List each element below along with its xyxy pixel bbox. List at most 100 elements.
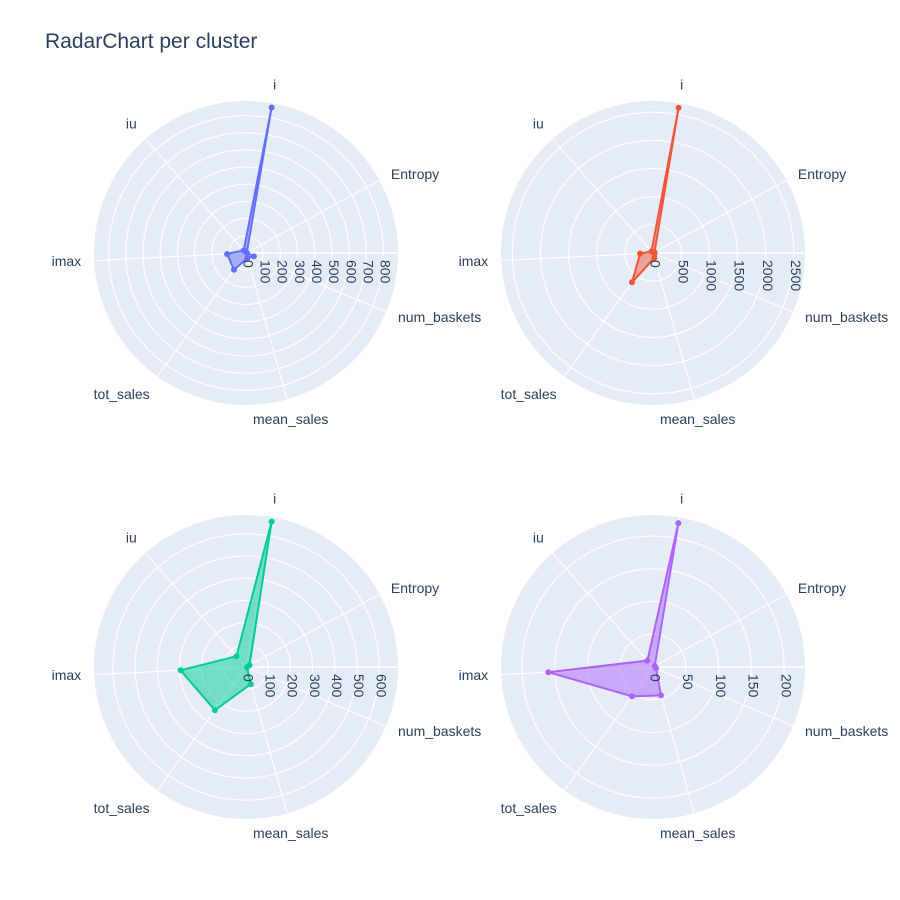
data-point[interactable] — [648, 248, 655, 255]
radar-chart-3: 0 100 200 300 400 500 600 i Entropy num_basketsme… — [52, 491, 482, 841]
data-point[interactable] — [628, 693, 635, 700]
category-label: imax — [459, 253, 489, 269]
category-label: imax — [459, 667, 489, 683]
angular-gridline — [245, 252, 288, 400]
angular-gridline — [501, 252, 654, 262]
category-label: imax — [52, 253, 82, 269]
radial-tick-label: 300 — [307, 674, 323, 698]
radial-tick-label: 2500 — [788, 260, 804, 291]
angular-gridline — [245, 179, 380, 254]
data-point[interactable] — [644, 657, 651, 664]
category-label: i — [273, 491, 276, 507]
angular-gridline — [552, 552, 654, 668]
data-point[interactable] — [268, 518, 275, 525]
category-label: i — [680, 77, 683, 93]
radial-tick-label: 0 — [647, 674, 663, 682]
angular-gridline — [652, 252, 695, 400]
category-label: iu — [126, 529, 137, 545]
radial-tick-label: 500 — [675, 260, 691, 284]
category-label: mean_sales — [253, 825, 329, 841]
data-point[interactable] — [250, 253, 257, 260]
radial-tick-label: 700 — [360, 260, 376, 284]
radial-tick-label: 0 — [240, 674, 256, 682]
angular-gridline — [94, 252, 247, 262]
category-label: tot_sales — [501, 386, 557, 402]
data-point[interactable] — [224, 250, 231, 257]
category-label: i — [273, 77, 276, 93]
angular-gridline — [552, 138, 654, 254]
data-point[interactable] — [653, 665, 660, 672]
data-point[interactable] — [230, 266, 237, 273]
data-point[interactable] — [675, 520, 682, 527]
radial-tick-label: 200 — [275, 260, 291, 284]
data-point[interactable] — [637, 250, 644, 257]
radial-tick-label: 2000 — [760, 260, 776, 291]
angular-gridline — [145, 552, 247, 668]
data-point[interactable] — [268, 104, 275, 111]
radial-tick-label: 400 — [309, 260, 325, 284]
category-label: mean_sales — [253, 411, 329, 427]
radial-tick-label: 50 — [680, 674, 696, 690]
data-point[interactable] — [244, 254, 251, 261]
category-label: iu — [126, 115, 137, 131]
data-point[interactable] — [545, 669, 552, 676]
category-label: Entropy — [391, 166, 439, 182]
category-label: mean_sales — [660, 825, 736, 841]
data-point[interactable] — [244, 664, 251, 671]
angular-gridline — [245, 666, 387, 727]
category-label: imax — [52, 667, 82, 683]
radial-tick-label: 500 — [351, 674, 367, 698]
angular-gridline — [245, 593, 380, 668]
angular-gridline — [652, 593, 787, 668]
angular-gridline — [156, 252, 247, 377]
category-label: tot_sales — [94, 800, 150, 816]
radar-chart-1: 0 100 200 300 400 500 600 700 800 i Entropy num_bas… — [52, 77, 482, 427]
category-label: num_baskets — [805, 309, 888, 325]
data-point[interactable] — [211, 707, 218, 714]
angular-gridline — [245, 252, 387, 313]
radial-tick-label: 1000 — [704, 260, 720, 291]
radial-tick-label: 0 — [240, 260, 256, 268]
chart-title: RadarChart per cluster — [45, 30, 258, 53]
radial-tick-label: 0 — [647, 260, 663, 268]
radar-chart-4: 0 50 100 150 200 i Entropy num_baskets mean_sale… — [459, 491, 889, 841]
data-point[interactable] — [657, 692, 664, 699]
category-label: iu — [533, 529, 544, 545]
radial-tick-label: 200 — [778, 674, 794, 698]
data-point[interactable] — [651, 254, 658, 261]
radial-tick-label: 300 — [292, 260, 308, 284]
category-label: Entropy — [391, 580, 439, 596]
radial-tick-label: 100 — [713, 674, 729, 698]
category-label: num_baskets — [398, 723, 481, 739]
radial-tick-label: 400 — [329, 674, 345, 698]
angular-gridline — [652, 252, 794, 313]
angular-gridline — [652, 179, 787, 254]
data-point[interactable] — [240, 247, 247, 254]
category-label: Entropy — [798, 166, 846, 182]
angular-gridline — [245, 666, 288, 814]
radial-tick-label: 600 — [373, 674, 389, 698]
radial-tick-label: 100 — [262, 674, 278, 698]
category-label: tot_sales — [501, 800, 557, 816]
angular-gridline — [652, 666, 794, 727]
data-point[interactable] — [177, 667, 184, 674]
radial-tick-label: 200 — [285, 674, 301, 698]
data-point[interactable] — [628, 279, 635, 286]
data-point[interactable] — [247, 681, 254, 688]
category-label: tot_sales — [94, 386, 150, 402]
radial-tick-label: 1500 — [732, 260, 748, 291]
radial-tick-label: 600 — [343, 260, 359, 284]
radial-tick-label: 800 — [378, 260, 394, 284]
category-label: iu — [533, 115, 544, 131]
category-label: num_baskets — [398, 309, 481, 325]
category-label: num_baskets — [805, 723, 888, 739]
angular-gridline — [145, 138, 247, 254]
category-label: Entropy — [798, 580, 846, 596]
radial-tick-label: 150 — [746, 674, 762, 698]
data-point[interactable] — [675, 104, 682, 111]
radial-tick-label: 100 — [257, 260, 273, 284]
category-label: mean_sales — [660, 411, 736, 427]
radial-tick-label: 500 — [326, 260, 342, 284]
data-point[interactable] — [233, 653, 240, 660]
